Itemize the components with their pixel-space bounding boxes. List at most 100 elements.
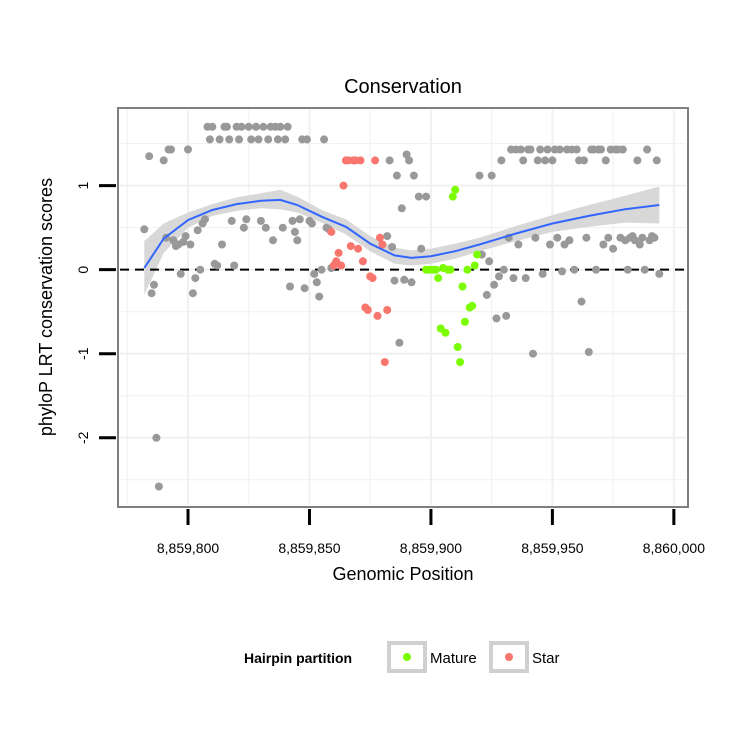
point-other bbox=[235, 135, 243, 144]
y-tick-label: 1 bbox=[75, 181, 91, 189]
point-other bbox=[650, 233, 659, 242]
point-other bbox=[259, 122, 268, 131]
point-other bbox=[244, 122, 253, 131]
smooth-curve bbox=[143, 198, 660, 269]
point-other bbox=[385, 156, 394, 165]
point-other bbox=[623, 265, 632, 274]
point-star bbox=[327, 227, 336, 236]
chart-title: Conservation bbox=[344, 76, 462, 98]
point-other bbox=[201, 215, 209, 224]
x-axis: 8,859,800 8,859,850 8,859,900 8,859,950 8,86… bbox=[157, 509, 705, 556]
point-mature bbox=[453, 343, 462, 351]
point-other bbox=[290, 227, 299, 236]
point-mature bbox=[441, 328, 450, 337]
point-other bbox=[317, 265, 326, 274]
point-other bbox=[580, 156, 588, 165]
point-other bbox=[492, 314, 501, 323]
legend: Hairpin partition Mature Star bbox=[244, 641, 560, 673]
point-mature bbox=[470, 261, 479, 270]
point-other bbox=[261, 223, 270, 232]
point-other bbox=[601, 156, 610, 165]
point-mature bbox=[446, 265, 455, 274]
y-tick-label: -2 bbox=[75, 431, 91, 444]
point-other bbox=[154, 482, 163, 491]
point-other bbox=[167, 145, 175, 154]
point-other bbox=[320, 135, 329, 144]
point-other bbox=[533, 156, 542, 165]
point-other bbox=[538, 269, 547, 278]
point-other bbox=[395, 338, 404, 347]
point-mature bbox=[456, 358, 465, 367]
smooth-line bbox=[143, 198, 660, 269]
point-star bbox=[371, 156, 380, 165]
point-star bbox=[363, 306, 372, 314]
point-other bbox=[254, 135, 263, 144]
plot-panel bbox=[117, 107, 689, 508]
point-other bbox=[295, 215, 304, 224]
point-other bbox=[300, 284, 309, 293]
point-other bbox=[188, 289, 197, 298]
point-other bbox=[237, 122, 246, 131]
point-mature bbox=[463, 265, 472, 274]
point-star bbox=[380, 358, 389, 367]
legend-key-mature bbox=[387, 641, 427, 673]
x-tick-label: 8,859,800 bbox=[157, 540, 219, 556]
point-other bbox=[541, 156, 550, 165]
point-other bbox=[276, 122, 285, 131]
point-mature bbox=[448, 192, 457, 201]
point-star bbox=[354, 244, 363, 253]
x-tick-label: 8,859,900 bbox=[400, 540, 462, 556]
point-other bbox=[570, 265, 579, 274]
point-star bbox=[339, 181, 348, 190]
point-other bbox=[196, 265, 205, 274]
point-star bbox=[378, 240, 387, 249]
y-tick-label: -1 bbox=[75, 347, 91, 360]
point-star bbox=[383, 306, 392, 314]
point-other bbox=[283, 122, 292, 131]
point-mature bbox=[434, 274, 443, 283]
legend-title: Hairpin partition bbox=[244, 650, 352, 666]
point-other bbox=[604, 233, 613, 242]
point-other bbox=[383, 232, 392, 241]
point-other bbox=[215, 135, 224, 144]
point-other bbox=[565, 236, 574, 245]
legend-mature-marker bbox=[403, 653, 411, 661]
point-other bbox=[208, 122, 217, 131]
y-axis: -2 -1 0 1 bbox=[75, 181, 116, 444]
point-other bbox=[487, 171, 496, 180]
point-other bbox=[490, 280, 499, 289]
point-other bbox=[315, 292, 324, 301]
point-mature bbox=[451, 185, 460, 194]
point-other bbox=[281, 135, 290, 144]
point-other bbox=[388, 243, 397, 251]
point-other bbox=[577, 297, 586, 306]
point-other bbox=[405, 156, 414, 165]
point-other bbox=[572, 145, 581, 154]
point-other bbox=[227, 216, 236, 225]
point-other bbox=[635, 240, 644, 249]
point-other bbox=[514, 240, 523, 249]
point-other bbox=[407, 278, 416, 287]
point-other bbox=[273, 135, 282, 144]
point-other bbox=[222, 122, 231, 131]
point-star bbox=[368, 274, 377, 283]
point-mature bbox=[473, 250, 482, 259]
point-other bbox=[307, 219, 316, 228]
legend-mature-label: Mature bbox=[430, 650, 477, 667]
x-tick-label: 8,860,000 bbox=[643, 540, 705, 556]
point-other bbox=[558, 267, 567, 276]
point-other bbox=[193, 226, 202, 235]
point-other bbox=[213, 261, 222, 270]
point-other bbox=[269, 236, 277, 245]
point-other bbox=[252, 122, 260, 131]
point-other bbox=[531, 233, 540, 242]
data-points bbox=[140, 122, 664, 491]
point-other bbox=[618, 145, 627, 154]
point-other bbox=[230, 261, 239, 270]
point-other bbox=[609, 244, 618, 253]
point-other bbox=[582, 233, 591, 242]
point-other bbox=[184, 145, 192, 154]
point-other bbox=[293, 236, 302, 245]
point-other bbox=[638, 233, 647, 242]
